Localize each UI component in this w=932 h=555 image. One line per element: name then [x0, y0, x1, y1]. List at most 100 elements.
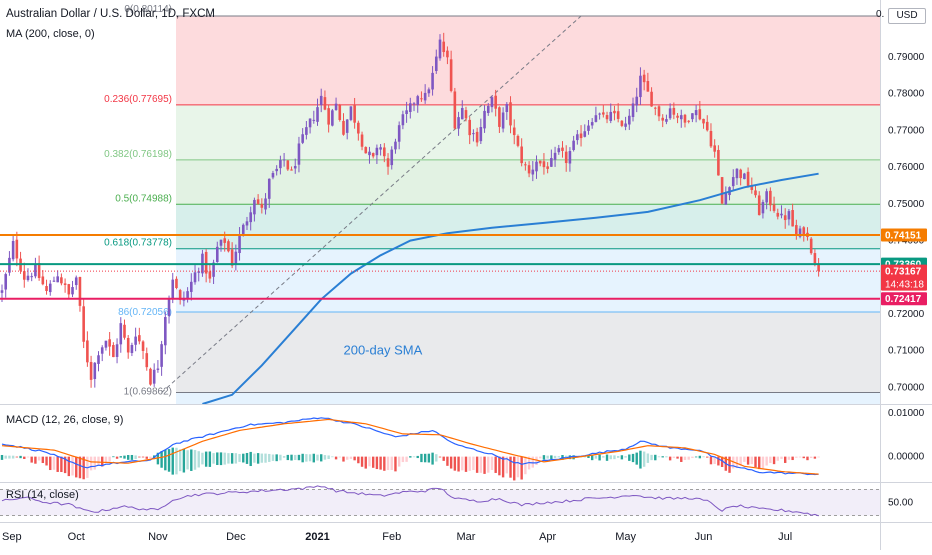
- macd-indicator-label[interactable]: MACD (12, 26, close, 9): [6, 414, 124, 426]
- candle-body: [572, 140, 575, 150]
- fib-level-label: 0.236(0.77695): [104, 94, 172, 105]
- macd-histogram-bar: [776, 456, 779, 461]
- macd-histogram-bar: [717, 456, 720, 466]
- candle-body: [446, 50, 449, 58]
- candle-body: [739, 169, 742, 179]
- macd-histogram-bar: [735, 456, 739, 469]
- ma-indicator-label[interactable]: MA (200, close, 0): [6, 28, 95, 40]
- candle-body: [204, 251, 208, 274]
- macd-histogram-bar: [256, 453, 260, 464]
- candle-body: [561, 147, 564, 151]
- candle-body: [416, 96, 420, 106]
- macd-histogram-bar: [806, 456, 809, 461]
- candle-body: [587, 125, 590, 131]
- candle-body: [267, 178, 271, 199]
- price-tick-label: 0.70000: [888, 382, 925, 393]
- candle-body: [717, 149, 720, 176]
- candle-body: [602, 112, 605, 115]
- candle-body: [230, 249, 234, 266]
- candle-body: [171, 279, 175, 299]
- macd-histogram-bar: [672, 456, 676, 458]
- macd-histogram-bar: [746, 456, 750, 465]
- candle-body: [379, 147, 382, 150]
- candle-body: [234, 251, 238, 265]
- macd-histogram-bar: [598, 454, 601, 461]
- macd-histogram-bar: [594, 455, 598, 459]
- macd-histogram-bar: [197, 451, 200, 468]
- macd-histogram-bar: [401, 456, 405, 463]
- candle-body: [490, 97, 494, 108]
- candle-body: [100, 347, 104, 354]
- macd-histogram-bar: [557, 456, 560, 458]
- macd-histogram-bar: [553, 455, 557, 459]
- macd-histogram-bar: [817, 456, 820, 458]
- macd-histogram-bar: [676, 456, 679, 459]
- sma200-annotation: 200-day SMA: [343, 342, 422, 357]
- macd-histogram-bar: [542, 455, 546, 460]
- fib-trend-line: [161, 15, 582, 393]
- candle-body: [245, 221, 249, 226]
- candle-body: [145, 353, 149, 368]
- candle-body: [464, 110, 468, 119]
- macd-histogram-bar: [446, 456, 449, 466]
- macd-histogram-bar: [286, 454, 290, 461]
- macd-histogram-bar: [312, 453, 315, 463]
- macd-histogram-bar: [305, 454, 308, 462]
- candle-body: [705, 121, 709, 131]
- macd-histogram-bar: [97, 456, 100, 466]
- macd-histogram-bar: [490, 456, 494, 470]
- macd-histogram-bar: [639, 450, 642, 469]
- rsi-indicator-label[interactable]: RSI (14, close): [6, 489, 79, 501]
- candle-body: [141, 341, 145, 351]
- macd-histogram-bar: [253, 453, 256, 463]
- macd-histogram-bar: [234, 453, 238, 464]
- macd-histogram-bar: [227, 453, 230, 464]
- macd-histogram-bar: [219, 452, 223, 466]
- macd-histogram-bar: [765, 456, 768, 466]
- candle-body: [227, 241, 230, 252]
- candle-body: [319, 95, 323, 105]
- candle-body: [754, 190, 757, 196]
- candle-body: [48, 283, 52, 293]
- macd-histogram-bar: [494, 456, 497, 473]
- macd-histogram-bar: [813, 456, 817, 459]
- symbol-title[interactable]: Australian Dollar / U.S. Dollar, 1D, FXC…: [6, 8, 215, 20]
- macd-histogram-bar: [754, 456, 757, 468]
- macd-histogram-bar: [394, 456, 397, 472]
- macd-histogram-bar: [4, 455, 7, 459]
- macd-histogram-bar: [260, 453, 264, 463]
- candle-body: [193, 272, 197, 283]
- macd-histogram-bar: [457, 456, 460, 472]
- macd-histogram-bar: [49, 456, 52, 471]
- candle-body: [26, 275, 30, 281]
- candle-body: [798, 228, 802, 237]
- candle-body: [293, 165, 297, 169]
- macd-histogram-bar: [30, 456, 33, 463]
- macd-histogram-bar: [230, 453, 234, 464]
- macd-histogram-bar: [264, 453, 267, 463]
- macd-histogram-bar: [160, 451, 163, 468]
- macd-histogram-bar: [71, 456, 74, 476]
- candle-body: [691, 113, 694, 120]
- candle-body: [750, 185, 754, 190]
- candle-body: [409, 103, 412, 112]
- macd-histogram-bar: [609, 455, 612, 460]
- candle-body: [138, 335, 141, 342]
- candle-body: [683, 114, 687, 123]
- macd-histogram-bar: [709, 456, 713, 465]
- candle-body: [93, 362, 97, 380]
- currency-button[interactable]: USD: [888, 8, 926, 24]
- candle-body: [661, 117, 665, 121]
- candle-body: [460, 107, 464, 120]
- candle-body: [256, 199, 260, 204]
- candle-body: [613, 110, 616, 114]
- candle-body: [731, 177, 735, 187]
- time-tick-label: Mar: [457, 531, 476, 543]
- macd-histogram-bar: [0, 454, 4, 460]
- candle-body: [713, 145, 716, 152]
- price-tick-label: 0.78000: [888, 89, 925, 100]
- candle-body: [780, 213, 783, 216]
- candle-body: [11, 240, 15, 260]
- price-tick-label: 0.71000: [888, 346, 925, 357]
